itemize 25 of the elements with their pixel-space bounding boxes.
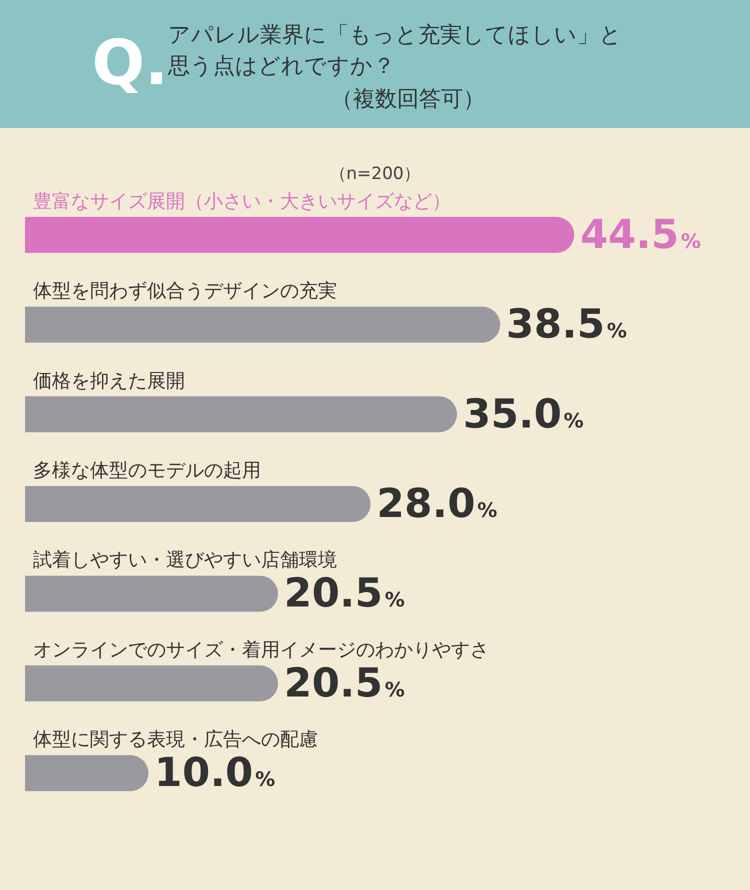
data-label: 35.0% [462,391,584,438]
data-label: 20.5% [284,660,405,706]
data-label: 44.5% [580,212,701,258]
y-tick-label: 体型に関する表現・広告への配慮 [33,728,318,751]
bar [25,396,457,432]
data-label: 10.0% [154,750,276,796]
text: Q. [92,26,168,99]
bar [25,755,148,792]
data-label: 28.0% [376,481,498,527]
y-tick-label: 体型を問わず似合うデザインの充実 [33,280,337,302]
data-label: 38.5% [506,302,627,348]
bar [25,306,500,343]
bar [25,665,278,702]
y-tick-label: 試着しやすい・選びやすい店舗環境 [33,549,337,572]
y-tick-label: 価格を抑えた展開 [33,370,185,392]
y-tick-label: 多様な体型のモデルの起用 [33,460,261,482]
data-label: 20.5% [284,570,405,617]
chart-title: アパレル業界に「もっと充実してほしい」と思う点はどれですか？ [168,22,623,81]
bar [25,486,371,522]
y-tick-label: オンラインでのサイズ・着用イメージのわかりやすさ [33,638,489,661]
chart-subtitle: （複数回答可） [330,86,486,114]
y-tick-label: 豊富なサイズ展開（小さい・大きいサイズなど） [33,190,451,212]
annotation: （n=200） [328,163,422,185]
bar [25,216,574,253]
bar [25,576,278,612]
